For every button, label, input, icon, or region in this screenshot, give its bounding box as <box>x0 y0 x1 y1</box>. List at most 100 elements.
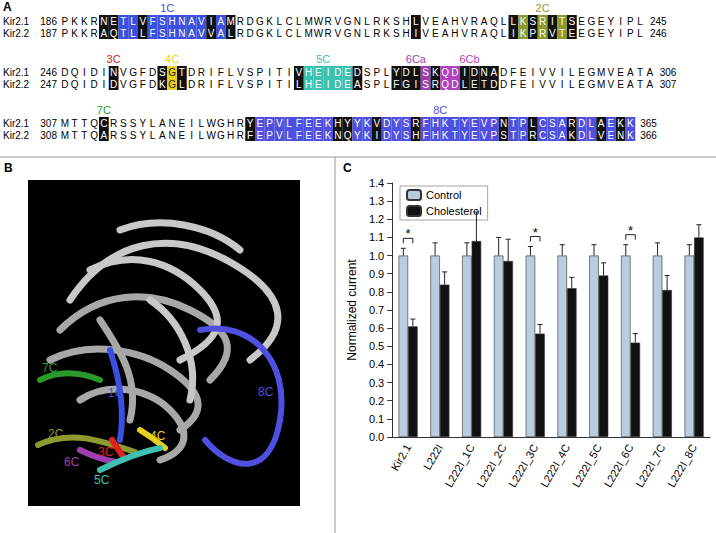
svg-text:V: V <box>461 28 468 39</box>
svg-text:A: A <box>598 118 605 129</box>
svg-text:V: V <box>608 67 615 78</box>
svg-text:R: R <box>198 79 205 90</box>
svg-text:K: K <box>432 67 439 78</box>
svg-text:4C: 4C <box>165 53 179 65</box>
svg-text:3C: 3C <box>98 445 114 459</box>
svg-text:H: H <box>169 16 176 27</box>
svg-text:P: P <box>627 16 634 27</box>
svg-text:L: L <box>569 67 575 78</box>
svg-text:D: D <box>91 67 98 78</box>
svg-text:R: R <box>529 130 536 141</box>
svg-text:Q: Q <box>71 67 79 78</box>
svg-text:7C: 7C <box>97 104 111 116</box>
svg-text:E: E <box>257 118 264 129</box>
svg-text:D: D <box>451 67 458 78</box>
svg-text:1.1: 1.1 <box>369 231 384 243</box>
svg-text:R: R <box>471 16 478 27</box>
svg-text:0.2: 0.2 <box>369 395 384 407</box>
svg-text:Q: Q <box>110 28 118 39</box>
svg-text:I: I <box>210 79 213 90</box>
svg-text:2C: 2C <box>536 2 550 14</box>
svg-text:V: V <box>481 118 488 129</box>
svg-text:L: L <box>277 16 283 27</box>
svg-text:C: C <box>539 118 546 129</box>
svg-text:L222I_6C: L222I_6C <box>602 442 636 489</box>
svg-text:S: S <box>393 16 400 27</box>
svg-text:I: I <box>561 79 564 90</box>
svg-text:F: F <box>296 118 302 129</box>
svg-text:D: D <box>471 67 478 78</box>
svg-text:N: N <box>617 130 624 141</box>
svg-text:R: R <box>237 16 244 27</box>
svg-text:H: H <box>403 16 410 27</box>
svg-text:G: G <box>129 67 137 78</box>
svg-text:Y: Y <box>461 118 468 129</box>
svg-text:H: H <box>305 67 312 78</box>
svg-text:F: F <box>218 67 224 78</box>
svg-text:P: P <box>520 130 527 141</box>
svg-text:E: E <box>608 118 615 129</box>
svg-text:G: G <box>129 79 137 90</box>
svg-text:P: P <box>266 118 273 129</box>
svg-text:D: D <box>578 130 585 141</box>
svg-text:S: S <box>120 130 127 141</box>
svg-text:Y: Y <box>247 118 254 129</box>
svg-text:P: P <box>266 130 273 141</box>
svg-text:N: N <box>178 28 185 39</box>
svg-text:H: H <box>227 130 234 141</box>
svg-text:I: I <box>83 79 86 90</box>
svg-text:V: V <box>335 16 342 27</box>
svg-text:365: 365 <box>640 118 657 129</box>
svg-text:L: L <box>501 28 507 39</box>
svg-text:1.0: 1.0 <box>369 250 384 262</box>
svg-text:S: S <box>130 118 137 129</box>
svg-text:L: L <box>413 67 419 78</box>
svg-text:D: D <box>383 118 390 129</box>
svg-text:V: V <box>198 16 205 27</box>
svg-text:T: T <box>81 118 87 129</box>
svg-text:Q: Q <box>90 118 98 129</box>
svg-text:K: K <box>81 28 88 39</box>
svg-text:L222I_7C: L222I_7C <box>633 442 667 489</box>
svg-text:V: V <box>198 28 205 39</box>
svg-text:3C: 3C <box>107 53 121 65</box>
svg-text:A: A <box>159 118 166 129</box>
svg-text:1C: 1C <box>108 386 124 400</box>
svg-text:A: A <box>481 16 488 27</box>
svg-text:6Cb: 6Cb <box>459 53 479 65</box>
svg-text:F: F <box>247 130 253 141</box>
svg-text:T: T <box>481 79 487 90</box>
svg-text:I: I <box>268 67 271 78</box>
svg-text:E: E <box>578 79 585 90</box>
svg-text:L222I_8C: L222I_8C <box>665 442 699 489</box>
svg-text:0.5: 0.5 <box>369 340 384 352</box>
svg-text:G: G <box>217 118 225 129</box>
svg-text:W: W <box>314 16 324 27</box>
svg-text:P: P <box>491 118 498 129</box>
svg-text:P: P <box>257 79 264 90</box>
svg-text:366: 366 <box>640 130 657 141</box>
svg-text:T: T <box>72 130 78 141</box>
svg-text:I: I <box>288 67 291 78</box>
svg-text:Y: Y <box>393 130 400 141</box>
svg-text:Y: Y <box>608 28 615 39</box>
svg-text:V: V <box>140 16 147 27</box>
svg-text:L: L <box>589 130 595 141</box>
svg-text:N: N <box>500 118 507 129</box>
svg-text:R: R <box>412 118 419 129</box>
svg-text:G: G <box>587 28 595 39</box>
svg-text:A: A <box>3 0 12 14</box>
svg-text:L: L <box>228 79 234 90</box>
svg-text:5C: 5C <box>94 473 110 487</box>
svg-text:L: L <box>364 28 370 39</box>
svg-text:L222I: L222I <box>421 442 445 472</box>
svg-text:E: E <box>598 28 605 39</box>
svg-text:K: K <box>159 79 166 90</box>
svg-text:P: P <box>520 118 527 129</box>
svg-text:Q: Q <box>344 130 352 141</box>
svg-text:E: E <box>617 79 624 90</box>
svg-text:R: R <box>471 28 478 39</box>
svg-text:V: V <box>120 67 127 78</box>
svg-text:K: K <box>520 16 527 27</box>
svg-text:*: * <box>533 225 538 240</box>
